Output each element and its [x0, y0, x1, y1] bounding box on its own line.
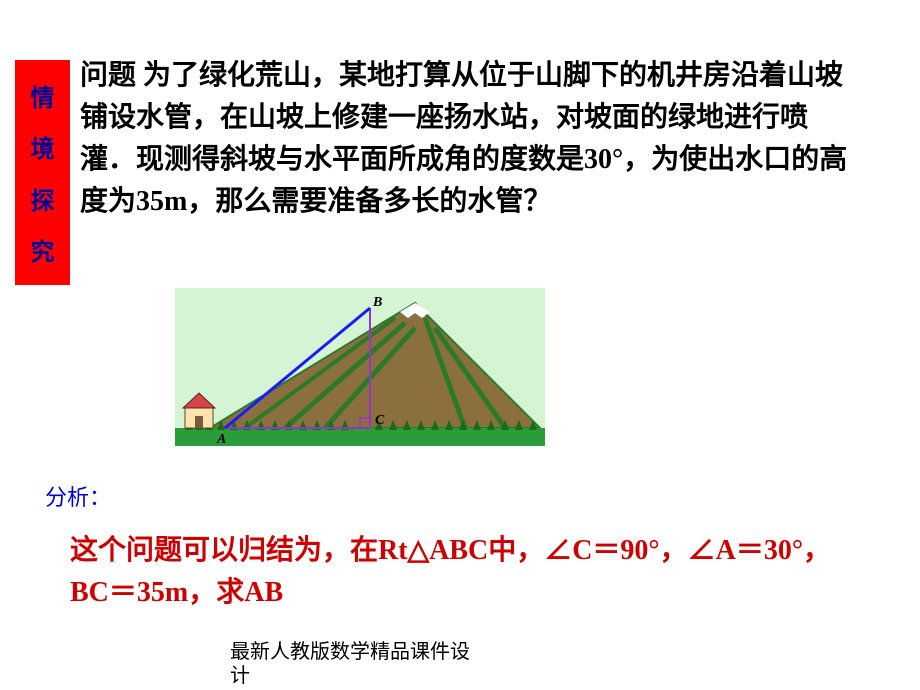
geometry-diagram: A B C — [175, 288, 545, 458]
analysis-label: 分析： — [45, 480, 111, 512]
grass — [175, 428, 545, 446]
sidebar-label: 情 境 探 究 — [15, 60, 70, 285]
sidebar-char: 境 — [31, 129, 55, 164]
sidebar-char: 究 — [31, 232, 55, 267]
sidebar-char: 探 — [31, 181, 55, 216]
label-a: A — [216, 432, 226, 447]
question-text: 问题 为了绿化荒山，某地打算从位于山脚下的机井房沿着山坡铺设水管，在山坡上修建一… — [80, 55, 860, 223]
footer-line1: 最新人教版数学精品课件设 — [230, 641, 470, 663]
answer-text: 这个问题可以归结为，在Rt△ABC中，∠C＝90°，∠A＝30°，BC＝35m，… — [70, 530, 850, 614]
sidebar-char: 情 — [31, 78, 55, 113]
footer-text: 最新人教版数学精品课件设 计 — [230, 640, 470, 688]
footer-line2: 计 — [230, 665, 250, 687]
label-b: B — [372, 295, 382, 310]
label-c: C — [375, 413, 385, 428]
